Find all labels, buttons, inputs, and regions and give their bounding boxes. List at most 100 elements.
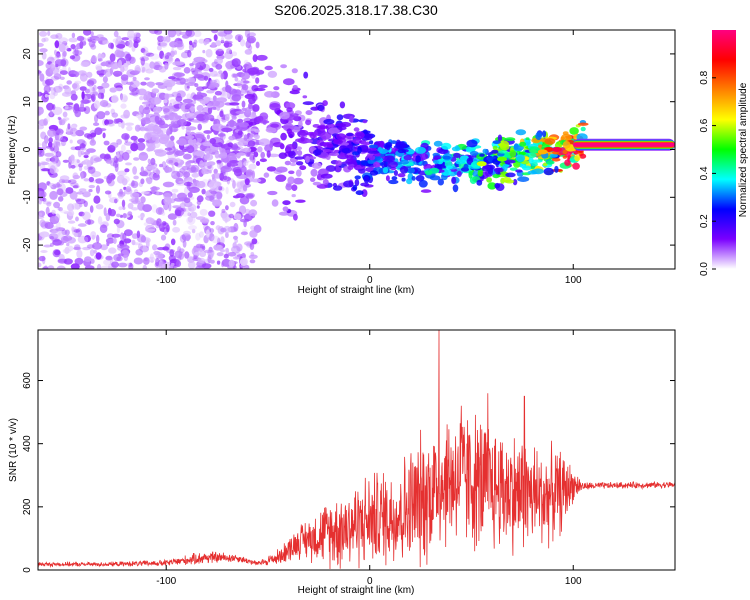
heatmap-cell — [249, 153, 254, 162]
heatmap-cell — [164, 62, 169, 70]
heatmap-cell — [445, 165, 453, 170]
heatmap-cell — [145, 165, 156, 170]
heatmap-cell — [118, 262, 128, 268]
heatmap-cell — [368, 155, 376, 161]
heatmap-cell — [111, 261, 119, 268]
heatmap-cell — [199, 208, 208, 216]
heatmap-cell — [38, 210, 46, 217]
heatmap-cell — [123, 95, 128, 102]
heatmap-cell — [266, 166, 277, 172]
heatmap-cell — [433, 159, 440, 164]
heatmap-cell — [83, 159, 91, 165]
heatmap-cell — [111, 233, 121, 238]
heatmap-cell — [51, 229, 61, 238]
heatmap-cell — [302, 101, 314, 106]
heatmap-cell — [287, 176, 295, 185]
heatmap-cell — [240, 160, 250, 164]
heatmap-cell — [401, 177, 406, 182]
heatmap-cell — [134, 124, 141, 132]
heatmap-cell — [308, 156, 317, 160]
heatmap-cell — [121, 133, 130, 140]
heatmap-cell — [136, 142, 146, 151]
heatmap-cell — [38, 124, 44, 130]
heatmap-cell — [336, 114, 344, 121]
heatmap-cell — [311, 162, 322, 169]
heatmap-cell — [70, 164, 76, 169]
heatmap-cell — [70, 93, 78, 101]
heatmap-cell — [59, 175, 70, 181]
heatmap-cell — [121, 151, 130, 161]
heatmap-cell — [393, 170, 398, 176]
heatmap-cell — [188, 167, 198, 173]
heatmap-cell — [52, 183, 62, 188]
heatmap-cell — [201, 86, 208, 90]
heatmap-cell — [42, 266, 49, 269]
heatmap-cell — [264, 91, 275, 98]
heatmap-cell — [96, 234, 100, 244]
heatmap-cell — [56, 265, 66, 269]
heatmap-cell — [179, 77, 186, 85]
heatmap-cell — [225, 248, 229, 253]
heatmap-cell — [97, 216, 103, 225]
heatmap-cell — [479, 153, 485, 157]
heatmap-cell — [360, 182, 370, 187]
heatmap-cell — [69, 55, 76, 60]
heatmap-cell — [84, 235, 91, 243]
heatmap-cell — [266, 150, 271, 158]
heatmap-cell — [433, 140, 443, 147]
heatmap-cell — [193, 39, 198, 45]
heatmap-cell — [194, 150, 205, 157]
heatmap-cell — [161, 161, 167, 169]
heatmap-cell — [562, 141, 571, 149]
heatmap-cell — [242, 184, 248, 192]
heatmap-cell — [174, 162, 179, 167]
heatmap-cell — [49, 190, 58, 200]
heatmap-cell — [361, 189, 368, 198]
heatmap-cell — [564, 159, 571, 166]
heatmap-cell — [155, 257, 160, 267]
heatmap-cell — [161, 211, 166, 216]
heatmap-cell — [241, 107, 247, 112]
heatmap-cell — [155, 190, 159, 196]
heatmap-cell — [39, 48, 48, 53]
heatmap-cell — [205, 190, 215, 199]
heatmap-cell — [264, 144, 273, 152]
heatmap-cell — [75, 198, 86, 205]
heatmap-hotspot — [497, 156, 507, 162]
heatmap-cell — [135, 249, 143, 256]
heatmap-cell — [79, 143, 86, 149]
heatmap-cell — [289, 113, 299, 117]
heatmap-cell — [515, 169, 523, 173]
heatmap-cell — [282, 206, 289, 212]
heatmap-cell — [528, 157, 534, 164]
heatmap-cell — [54, 249, 61, 256]
heatmap-cell — [172, 226, 181, 233]
heatmap-cell — [93, 84, 97, 92]
heatmap-cell — [116, 138, 122, 145]
heatmap-cell — [280, 64, 287, 69]
heatmap-cell — [362, 119, 368, 124]
heatmap-cell — [89, 85, 94, 93]
heatmap-cell — [407, 167, 416, 174]
heatmap-cell — [214, 90, 222, 96]
heatmap-cell — [293, 177, 304, 185]
heatmap-cell — [149, 84, 154, 88]
heatmap-cell — [346, 133, 354, 137]
heatmap-cell — [298, 120, 303, 129]
heatmap-cell — [341, 147, 352, 154]
heatmap-cell — [297, 150, 303, 156]
heatmap-cell — [360, 160, 369, 166]
heatmap-cell — [153, 149, 164, 154]
heatmap-cell — [244, 30, 251, 38]
heatmap-cell — [463, 163, 469, 170]
heatmap-cell — [143, 50, 149, 57]
heatmap-cell — [166, 151, 174, 155]
heatmap-cell — [218, 70, 223, 75]
heatmap-cell — [244, 49, 253, 55]
heatmap-cell — [211, 123, 224, 131]
heatmap-cell — [208, 180, 218, 190]
heatmap-cell — [190, 68, 196, 73]
colorbar-tick-label: 0.0 — [699, 262, 710, 276]
heatmap-cell — [42, 197, 47, 202]
